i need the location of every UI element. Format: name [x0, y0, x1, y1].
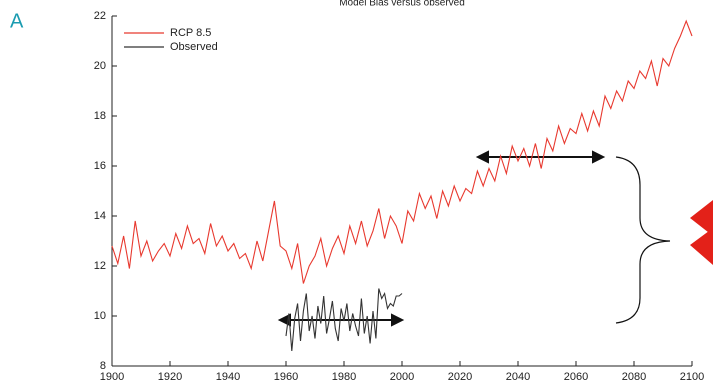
brace — [615, 156, 671, 324]
red-mark — [690, 200, 713, 265]
chart-title: Model Bias versus observed — [339, 0, 465, 9]
legend-label: Observed — [170, 41, 218, 53]
red-shape — [690, 228, 713, 265]
x-tick-label: 2000 — [390, 371, 414, 383]
arrow-head — [391, 313, 405, 327]
legend-label: RCP 8.5 — [170, 27, 211, 39]
panel-label: A — [10, 10, 24, 32]
x-tick-label: 2100 — [680, 371, 704, 383]
x-tick-label: 2060 — [564, 371, 588, 383]
x-tick-label: 1940 — [216, 371, 240, 383]
x-tick-label: 1980 — [332, 371, 356, 383]
series-line — [111, 19, 693, 284]
y-tick-label: 14 — [94, 210, 106, 222]
arrow-head — [592, 150, 606, 164]
x-tick-label: 2080 — [622, 371, 646, 383]
y-tick-label: 8 — [100, 360, 106, 372]
x-tick-label: 1960 — [274, 371, 298, 383]
x-tick-label: 1920 — [158, 371, 182, 383]
series-line — [285, 288, 403, 352]
y-tick-label: 12 — [94, 260, 106, 272]
y-tick-label: 16 — [94, 160, 106, 172]
x-tick-label: 2020 — [448, 371, 472, 383]
y-tick-label: 20 — [94, 60, 106, 72]
arrow-head — [475, 150, 489, 164]
x-tick-label: 2040 — [506, 371, 530, 383]
red-shape — [690, 200, 713, 236]
x-tick-label: 1900 — [100, 371, 124, 383]
y-tick-label: 18 — [94, 110, 106, 122]
y-tick-label: 10 — [94, 310, 106, 322]
y-tick-label: 22 — [94, 10, 106, 22]
